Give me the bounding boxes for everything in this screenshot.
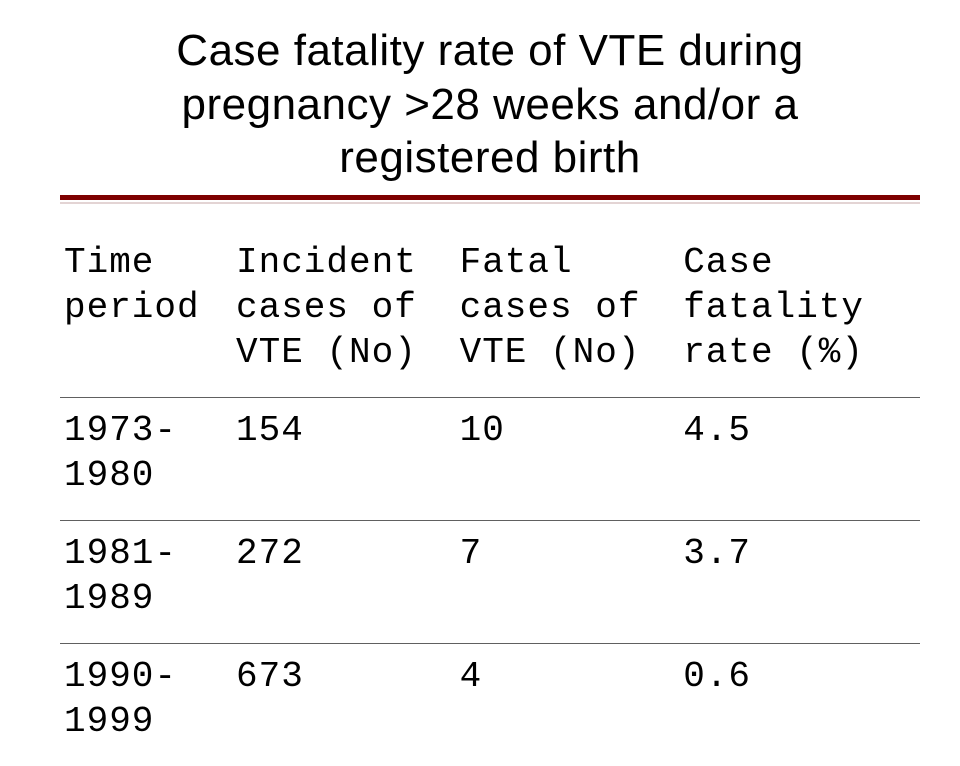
cell-fatal: 4 <box>456 644 680 766</box>
cell-fatal: 7 <box>456 521 680 644</box>
cell-incident: 272 <box>232 521 456 644</box>
cell-fatality-rate: 4.5 <box>679 398 920 521</box>
col-header-time-period: Time period <box>60 230 232 398</box>
slide: Case fatality rate of VTE during pregnan… <box>0 0 960 717</box>
cell-incident: 154 <box>232 398 456 521</box>
table-row: 1981-1989 272 7 3.7 <box>60 521 920 644</box>
data-table: Time period Incident cases of VTE (No) F… <box>60 230 920 766</box>
cell-incident: 673 <box>232 644 456 766</box>
col-header-case-fatality: Case fatality rate (%) <box>679 230 920 398</box>
title-line-3: registered birth <box>339 133 640 182</box>
underline-shadow <box>60 202 920 204</box>
cell-fatality-rate: 3.7 <box>679 521 920 644</box>
table-header-row: Time period Incident cases of VTE (No) F… <box>60 230 920 398</box>
slide-title: Case fatality rate of VTE during pregnan… <box>60 24 920 185</box>
col-header-fatal-cases: Fatal cases of VTE (No) <box>456 230 680 398</box>
title-line-1: Case fatality rate of VTE during <box>176 26 803 75</box>
title-underline <box>60 195 920 204</box>
cell-fatality-rate: 0.6 <box>679 644 920 766</box>
title-line-2: pregnancy >28 weeks and/or a <box>182 80 799 129</box>
underline-bar <box>60 195 920 200</box>
cell-time-period: 1990-1999 <box>60 644 232 766</box>
col-header-incident-cases: Incident cases of VTE (No) <box>232 230 456 398</box>
cell-fatal: 10 <box>456 398 680 521</box>
table-row: 1973-1980 154 10 4.5 <box>60 398 920 521</box>
table-row: 1990-1999 673 4 0.6 <box>60 644 920 766</box>
cell-time-period: 1973-1980 <box>60 398 232 521</box>
cell-time-period: 1981-1989 <box>60 521 232 644</box>
